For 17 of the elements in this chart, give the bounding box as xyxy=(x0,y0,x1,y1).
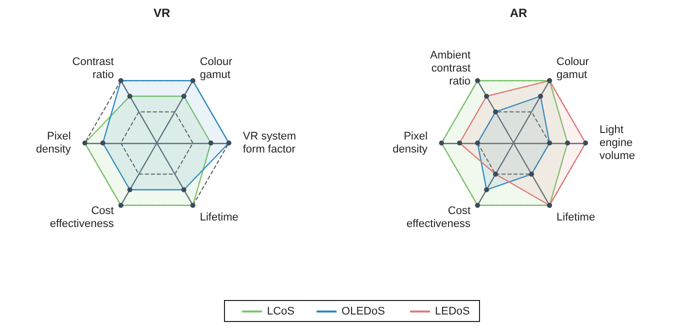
spoke-label: Ambient contrast ratio xyxy=(430,50,471,88)
spoke-label: Cost effectiveness xyxy=(50,204,114,230)
spoke-label: Pixel density xyxy=(392,130,428,156)
legend-label: LCoS xyxy=(267,306,295,318)
spoke-label: Contrast ratio xyxy=(72,56,114,82)
spoke-label: Colour gamut xyxy=(556,56,590,82)
chart-title: VR xyxy=(154,6,171,20)
spoke-label: Pixel density xyxy=(36,130,72,156)
spoke-label: Lifetime xyxy=(556,211,596,224)
spoke-label: Colour gamut xyxy=(200,56,233,82)
spoke-label: Lifetime xyxy=(200,211,238,224)
legend-label: LEDoS xyxy=(435,306,470,318)
spoke-label: Cost effectiveness xyxy=(406,204,472,230)
spoke-label: Light engine volume xyxy=(600,124,636,162)
chart-title: AR xyxy=(510,6,528,20)
legend-label: OLEDoS xyxy=(342,306,385,318)
spoke-label: VR system form factor xyxy=(242,130,296,156)
